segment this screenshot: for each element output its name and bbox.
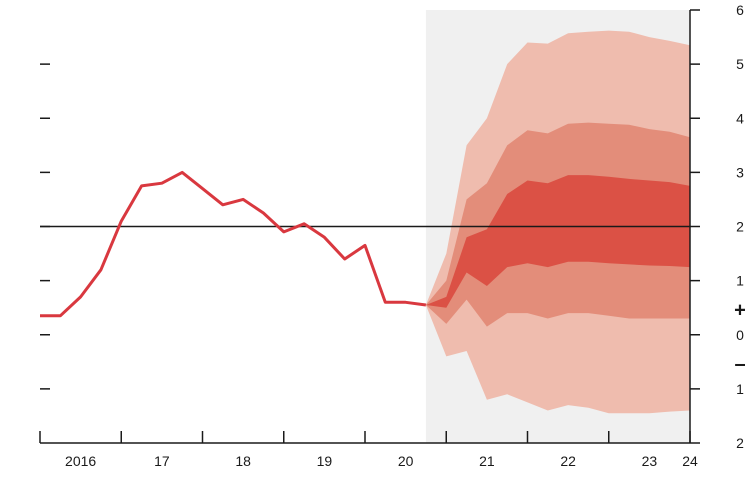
fan-bands — [425, 30, 690, 414]
y-tick-label: 1 — [736, 381, 744, 397]
x-tick-label: 18 — [235, 453, 251, 469]
y-tick-label: 6 — [736, 2, 744, 18]
fan-inner-band — [425, 175, 690, 308]
plus-sign-label: + — [734, 299, 746, 321]
x-tick-label: 22 — [560, 453, 576, 469]
y-tick-label: 0 — [736, 327, 744, 343]
x-tick-label: 17 — [154, 453, 170, 469]
x-tick-label: 23 — [642, 453, 658, 469]
y-tick-label: 4 — [736, 110, 744, 126]
history-series-line — [40, 170, 427, 318]
y-tick-label: 1 — [736, 273, 744, 289]
x-tick-label: 24 — [682, 453, 698, 469]
minus-sign-label: – — [734, 354, 745, 376]
x-tick-label: 21 — [479, 453, 495, 469]
y-tick-label: 2 — [736, 435, 744, 451]
y-tick-label: 3 — [736, 164, 744, 180]
y-tick-label: 5 — [736, 56, 744, 72]
x-tick-label: 19 — [317, 453, 333, 469]
y-tick-label: 2 — [736, 219, 744, 235]
x-tick-label: 2016 — [65, 453, 96, 469]
x-tick-label: 20 — [398, 453, 414, 469]
x-axis: 2016 17 18 19 20 21 22 23 24 — [39, 431, 698, 469]
y-axis: 6 5 4 3 2 1 0 1 2 — [40, 2, 744, 451]
